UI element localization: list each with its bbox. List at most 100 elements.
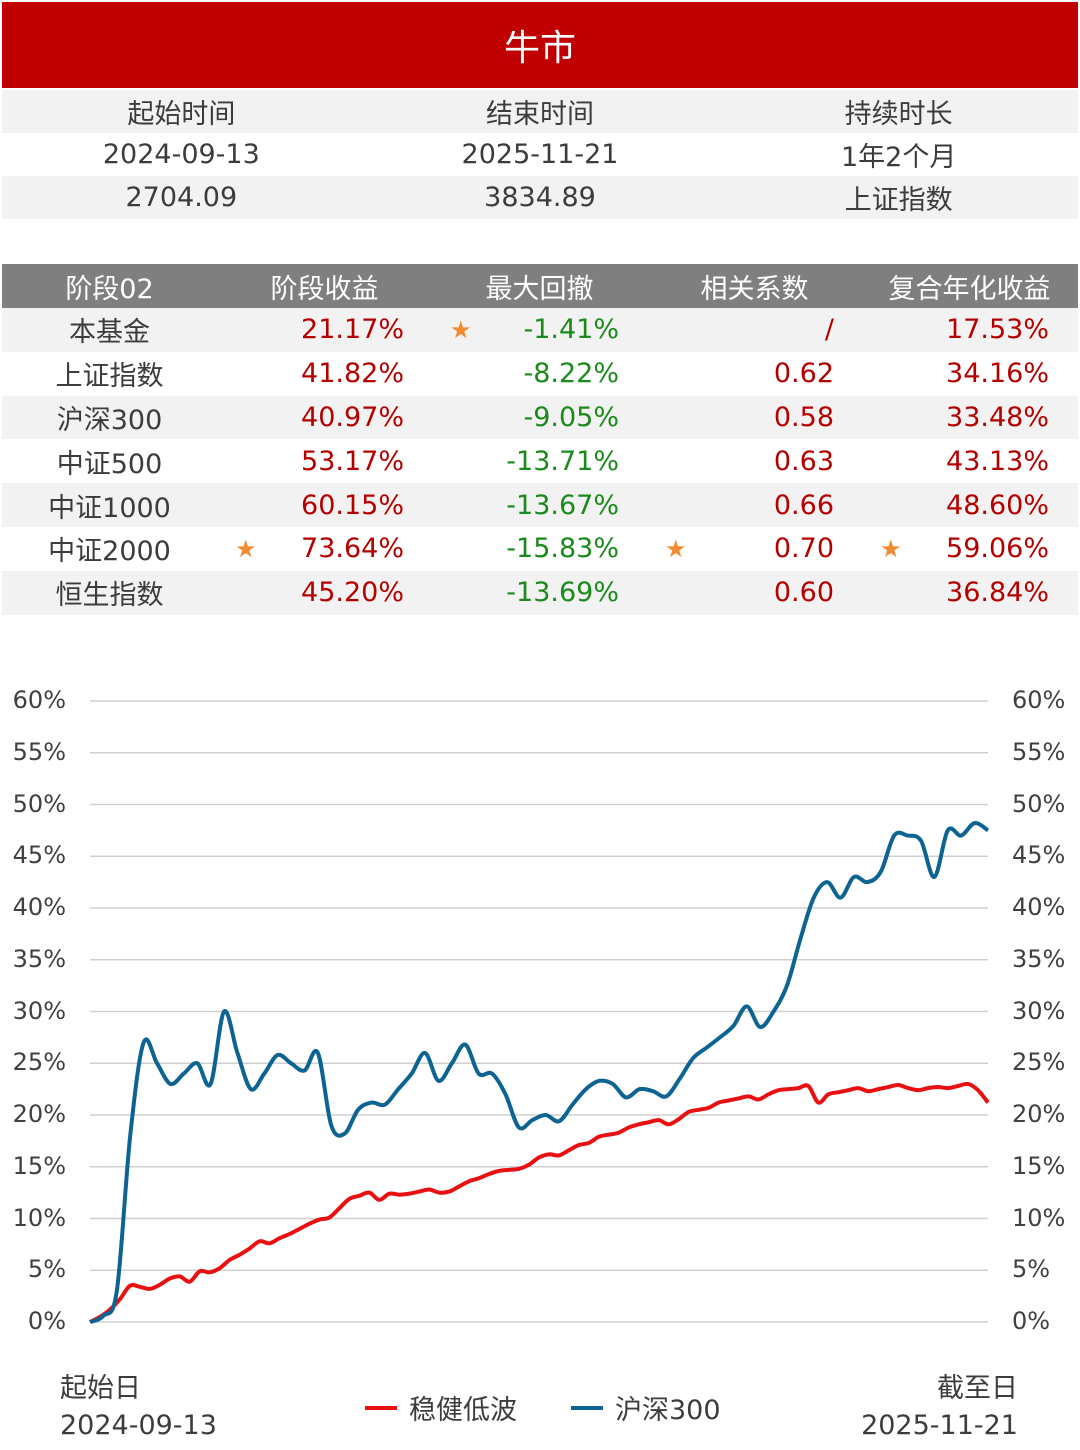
y-tick-label-left: 25%: [12, 1048, 66, 1077]
star-icon: ★: [665, 534, 687, 563]
cell-cagr: 43.13%: [946, 445, 1049, 477]
y-tick-label-left: 55%: [12, 737, 66, 766]
cell-drawdown: -8.22%: [523, 358, 619, 390]
cell-return: 60.15%: [301, 489, 404, 521]
start-day-label: 起始日: [60, 1373, 141, 1404]
period-info-table: 起始时间 结束时间 持续时长 2024-09-13 2025-11-21 1年2…: [2, 90, 1078, 219]
y-tick-label-left: 60%: [12, 686, 66, 714]
row-name: 本基金: [69, 317, 150, 349]
y-tick-label-left: 40%: [12, 893, 66, 921]
y-tick-label-left: 15%: [12, 1151, 66, 1180]
header-correlation: 相关系数: [700, 273, 809, 305]
performance-header-row: 阶段02 阶段收益 最大回撤 相关系数 复合年化收益: [2, 264, 1078, 308]
end-day-label: 截至日: [937, 1373, 1018, 1404]
star-icon: ★: [880, 534, 902, 563]
cell-cagr: ★ 59.06%: [880, 533, 1049, 565]
y-tick-label-left: 45%: [12, 841, 66, 870]
chart-plot: [89, 700, 990, 1324]
y-tick-label-right: 40%: [1012, 893, 1066, 921]
table-row: 沪深300 40.97% -9.05% 0.58 33.48%: [2, 395, 1078, 440]
legend-swatch-hs300: [571, 1405, 603, 1410]
legend-label-hs300: 沪深300: [615, 1395, 721, 1426]
cell-correlation: 0.63: [773, 445, 834, 477]
cell-drawdown: -13.69%: [506, 577, 619, 609]
table-row: 上证指数 41.82% -8.22% 0.62 34.16%: [2, 352, 1078, 396]
y-tick-label-right: 5%: [1012, 1255, 1051, 1284]
page-title: 牛市: [2, 2, 1078, 88]
cell-correlation: 0.66: [773, 489, 834, 521]
duration: 1年2个月: [841, 142, 957, 173]
performance-table: 阶段02 阶段收益 最大回撤 相关系数 复合年化收益 本基金 21.17% ★ -1.…: [2, 264, 1078, 615]
row-name: 中证500: [56, 448, 163, 480]
cell-drawdown: -9.05%: [523, 401, 619, 433]
cell-cagr: 17.53%: [946, 314, 1049, 346]
cell-cagr: 48.60%: [946, 489, 1049, 521]
start-date: 2024-09-13: [102, 139, 260, 170]
hs300-line: [89, 821, 990, 1324]
end-date: 2025-11-21: [461, 139, 619, 170]
row-name: 上证指数: [55, 361, 164, 393]
header-return: 阶段收益: [270, 273, 379, 305]
cell-correlation: 0.62: [773, 358, 834, 390]
y-tick-label-right: 15%: [1012, 1151, 1066, 1180]
cell-return: 40.97%: [301, 401, 404, 433]
legend-swatch-fund: [365, 1405, 397, 1410]
y-tick-label-left: 0%: [27, 1307, 66, 1335]
y-tick-label-right: 0%: [1012, 1307, 1051, 1335]
cell-return: 45.20%: [301, 577, 404, 609]
info-index-row: 2704.09 3834.89 上证指数: [2, 176, 1078, 219]
cell-correlation: 0.58: [773, 401, 834, 433]
table-row: 恒生指数 45.20% -13.69% 0.60 36.84%: [2, 570, 1078, 615]
star-icon: ★: [450, 315, 472, 344]
header-stage: 阶段02: [65, 273, 154, 305]
cell-return: 21.17%: [301, 314, 404, 346]
row-name: 中证2000: [48, 536, 171, 568]
table-row: 本基金 21.17% ★ -1.41% / 17.53%: [2, 308, 1078, 352]
table-row: 中证500 53.17% -13.71% 0.63 43.13%: [2, 439, 1078, 483]
info-header-end: 结束时间: [486, 99, 594, 130]
y-tick-label-right: 60%: [1012, 686, 1066, 714]
info-header-duration: 持续时长: [844, 99, 953, 130]
y-tick-label-right: 30%: [1012, 996, 1066, 1025]
y-tick-label-right: 45%: [1012, 841, 1066, 870]
chart-footer: 起始日 2024-09-13 截至日 2025-11-21 稳健低波 沪深300: [0, 1360, 1080, 1450]
cell-cagr: 36.84%: [946, 577, 1049, 609]
y-tick-label-right: 35%: [1012, 944, 1066, 973]
cell-drawdown: -13.67%: [506, 489, 619, 521]
row-name: 沪深300: [56, 404, 163, 436]
cell-correlation: 0.60: [773, 577, 834, 609]
cell-cagr: 33.48%: [946, 401, 1049, 433]
start-index-value: 2704.09: [125, 182, 238, 213]
row-name: 恒生指数: [55, 580, 164, 612]
info-header-row: 起始时间 结束时间 持续时长: [2, 90, 1078, 133]
cell-drawdown: -15.83%: [506, 533, 619, 565]
chart-legend: 稳健低波 沪深300: [365, 1388, 721, 1427]
info-date-row: 2024-09-13 2025-11-21 1年2个月: [2, 133, 1078, 176]
cell-drawdown: -13.71%: [506, 445, 619, 477]
performance-body: 本基金 21.17% ★ -1.41% / 17.53% 上证指数 41.82% -8.22% 0…: [2, 308, 1078, 615]
header-drawdown: 最大回撤: [485, 273, 594, 305]
y-tick-label-right: 20%: [1012, 1100, 1066, 1128]
line-chart: 0% 0% 5% 5% 10% 10% 15% 15% 20% 20% 25% 25% 30% 30% 35…: [0, 660, 1080, 1360]
y-tick-label-left: 35%: [12, 944, 66, 973]
y-tick-label-left: 5%: [27, 1255, 66, 1284]
cell-correlation: /: [824, 314, 834, 346]
cell-cagr: 34.16%: [946, 358, 1049, 390]
y-tick-label-left: 50%: [12, 789, 66, 818]
cell-return: 53.17%: [301, 445, 404, 477]
y-tick-label-left: 30%: [12, 996, 66, 1025]
y-tick-label-right: 55%: [1012, 737, 1066, 766]
legend-label-fund: 稳健低波: [409, 1395, 517, 1426]
cell-drawdown: ★ -1.41%: [450, 314, 619, 346]
y-tick-label-left: 10%: [12, 1203, 66, 1232]
info-header-start: 起始时间: [127, 99, 236, 130]
fund-line: [89, 1081, 990, 1324]
end-index-value: 3834.89: [484, 182, 596, 213]
header-cagr: 复合年化收益: [888, 273, 1051, 305]
table-row: 中证2000 ★ 73.64% -15.83% ★ 0.70 ★ 59.06%: [2, 527, 1078, 571]
y-tick-label-right: 25%: [1012, 1048, 1066, 1077]
y-tick-label-left: 20%: [12, 1100, 66, 1128]
cell-return: ★ 73.64%: [235, 533, 404, 565]
row-name: 中证1000: [48, 492, 171, 524]
cell-return: 41.82%: [301, 358, 404, 390]
